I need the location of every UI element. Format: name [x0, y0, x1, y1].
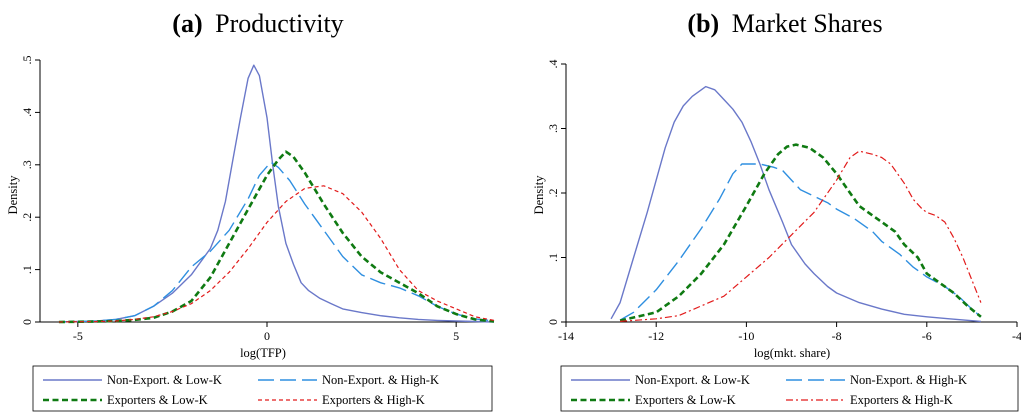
series-line-a-0 — [58, 64, 495, 323]
panel-b: (b) Market Shares -14 -12 -10 -8 -6 -4 0 .1 .2 .3… — [532, 9, 1021, 412]
x-tick-label-b: -8 — [832, 329, 842, 343]
y-axis-title-b: Density — [532, 175, 546, 215]
x-tick-label-b: -14 — [558, 329, 574, 343]
y-tick-label-b: .2 — [546, 189, 560, 198]
x-axis-title-b: log(mkt. share) — [754, 346, 830, 360]
legend-label-nonexp-lowk-a: Non-Export. & Low-K — [107, 373, 222, 387]
y-tick-label-a: .3 — [20, 160, 34, 169]
y-tick-label-a: .2 — [20, 213, 34, 222]
legend-label-exp-highk-a: Exporters & High-K — [322, 393, 425, 407]
y-tick-label-a: .1 — [20, 265, 34, 274]
legend-label-nonexp-highk-b: Non-Export. & High-K — [850, 373, 967, 387]
panel-a: (a) Productivity -5 0 5 0 .1 .2 .3 .4 .5 log(TFP… — [6, 9, 495, 412]
legend-b: Non-Export. & Low-K Non-Export. & High-K… — [560, 365, 1019, 412]
y-tick-label-b: .1 — [546, 253, 560, 262]
y-tick-label-b: .4 — [546, 60, 560, 69]
panel-a-title-text: Productivity — [215, 9, 344, 38]
y-tick-label-a: .5 — [20, 56, 34, 65]
legend-label-exp-lowk-a: Exporters & Low-K — [107, 393, 208, 407]
x-tick-label-b: -10 — [738, 329, 754, 343]
panel-a-letter: (a) — [172, 9, 202, 38]
y-tick-label-a: 0 — [20, 319, 34, 325]
panel-b-letter: (b) — [687, 9, 719, 38]
legend-a: Non-Export. & Low-K Non-Export. & High-K… — [32, 365, 493, 412]
legend-label-nonexp-highk-a: Non-Export. & High-K — [322, 373, 439, 387]
x-tick-label-b: -6 — [922, 329, 932, 343]
legend-box-a — [32, 365, 493, 412]
series-line-b-1 — [619, 163, 982, 321]
series-line-b-0 — [610, 85, 981, 323]
legend-label-nonexp-lowk-b: Non-Export. & Low-K — [635, 373, 750, 387]
panel-b-title: (b) Market Shares — [687, 9, 882, 38]
plot-area-a: -5 0 5 0 .1 .2 .3 .4 .5 — [20, 56, 495, 343]
x-tick-label-b: -4 — [1012, 329, 1021, 343]
y-tick-label-b: 0 — [546, 319, 560, 325]
x-tick-label-a: 0 — [264, 329, 270, 343]
y-tick-label-b: .3 — [546, 124, 560, 133]
panel-a-title: (a) Productivity — [172, 9, 343, 38]
legend-label-exp-lowk-b: Exporters & Low-K — [635, 393, 736, 407]
x-tick-label-a: -5 — [73, 329, 83, 343]
x-tick-label-a: 5 — [453, 329, 459, 343]
y-tick-label-a: .4 — [20, 108, 34, 117]
legend-label-exp-highk-b: Exporters & High-K — [850, 393, 953, 407]
series-line-a-3 — [58, 185, 495, 323]
legend-box-b — [560, 365, 1019, 412]
series-line-a-2 — [58, 150, 495, 324]
series-line-b-2 — [619, 143, 982, 322]
y-axis-title-a: Density — [6, 175, 20, 215]
series-line-b-3 — [620, 150, 982, 322]
series-line-a-1 — [58, 161, 495, 323]
panel-b-title-text: Market Shares — [732, 9, 883, 38]
x-axis-title-a: log(TFP) — [240, 346, 286, 360]
plot-area-b: -14 -12 -10 -8 -6 -4 0 .1 .2 .3 .4 — [546, 60, 1021, 344]
x-tick-label-b: -12 — [648, 329, 664, 343]
